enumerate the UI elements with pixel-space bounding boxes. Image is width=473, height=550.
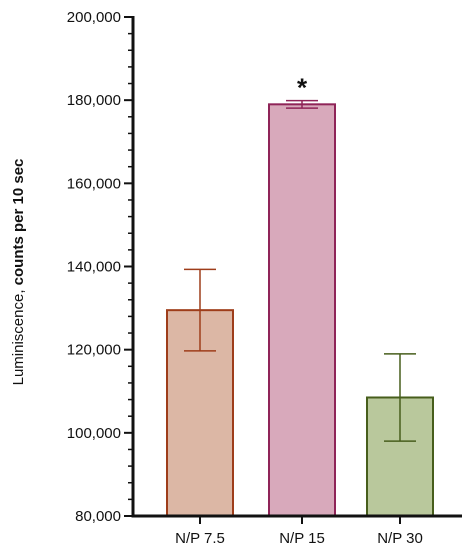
y-tick-label: 120,000 [67, 342, 121, 359]
annotations: * [297, 73, 308, 103]
y-axis-ticks: 80,000 100,000 120,000 140,000 160,000 180,00… [67, 9, 133, 525]
y-axis-label: Luminiscence, counts per 10 sec [10, 159, 27, 386]
x-tick-label: N/P 30 [377, 530, 423, 547]
y-tick-label: 100,000 [67, 425, 121, 442]
error-bars [184, 99, 416, 442]
x-tick-label: N/P 7.5 [175, 530, 225, 547]
y-tick-label: 160,000 [67, 175, 121, 192]
x-axis-labels: N/P 7.5 N/P 15 N/P 30 [175, 516, 423, 547]
bars [166, 103, 434, 517]
y-tick-label: 80,000 [75, 508, 121, 525]
significance-marker: * [297, 73, 308, 103]
bar [268, 103, 336, 517]
y-tick-label: 180,000 [67, 92, 121, 109]
y-tick-label: 140,000 [67, 259, 121, 276]
y-axis-label-bold: counts per 10 sec [10, 159, 27, 286]
y-axis-label-prefix: Luminiscence, [10, 285, 27, 385]
y-tick-label: 200,000 [67, 9, 121, 26]
x-tick-label: N/P 15 [279, 530, 325, 547]
